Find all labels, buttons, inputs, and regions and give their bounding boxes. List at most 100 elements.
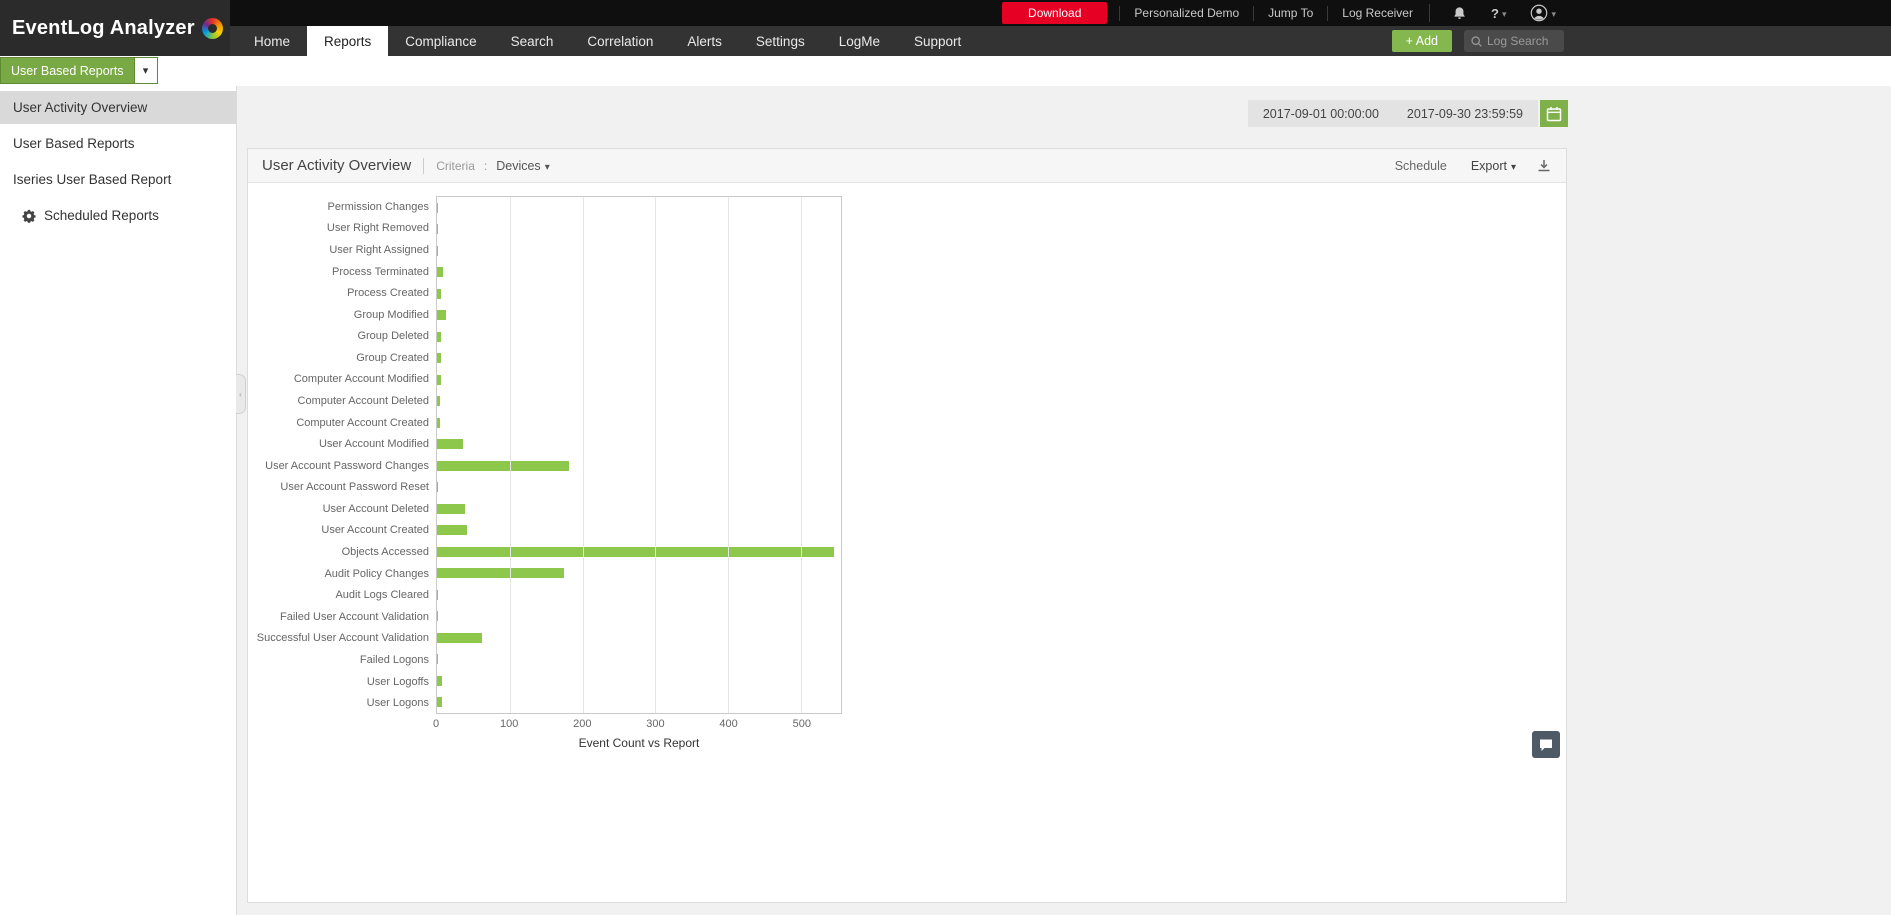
x-axis: 0 100 200 300 400 500 [432,714,842,731]
tab-home[interactable]: Home [254,33,291,49]
y-axis-label: Computer Account Deleted [297,394,429,407]
y-axis-label: User Logoffs [366,675,429,688]
report-title: User Activity Overview [262,157,412,174]
tab-search[interactable]: Search [510,33,554,49]
report-group-dropdown[interactable]: User Based Reports [0,57,158,84]
report-panel-header: User Activity Overview Criteria : Device… [248,149,1566,183]
chart-plot-area [436,196,842,714]
tab-alerts[interactable]: Alerts [687,33,722,49]
topbar-link-jump-to[interactable]: Jump To [1253,5,1327,21]
y-axis-label: User Account Modified [318,438,429,451]
sidebar-item-scheduled-reports[interactable]: Scheduled Reports [0,199,236,232]
bar-user-account-password-reset[interactable] [437,482,438,493]
export-dropdown[interactable]: Export [1471,159,1516,173]
report-panel: User Activity Overview Criteria : Device… [247,148,1567,903]
download-report-icon[interactable] [1536,158,1552,174]
bar-user-account-modified[interactable] [437,439,464,450]
bar-user-account-password-changes[interactable] [437,460,569,471]
bar-row [437,262,841,284]
schedule-link[interactable]: Schedule [1394,158,1447,173]
gridline [582,197,584,713]
bar-process-terminated[interactable] [437,267,443,278]
criteria-devices-dropdown[interactable]: Devices [496,159,550,173]
bar-computer-account-deleted[interactable] [437,396,440,407]
bar-user-logons[interactable] [437,697,443,708]
bar-group-created[interactable] [437,353,442,364]
page-body: User Activity Overview User Based Reports… [0,86,1891,915]
y-axis-labels: Permission Changes User Right Removed User… [248,196,436,714]
y-axis-label: Audit Logs Cleared [335,589,429,602]
bar-failed-user-account-validation[interactable] [437,611,438,622]
gridline [800,197,802,713]
log-search-input[interactable] [1487,34,1557,48]
bar-objects-accessed[interactable] [437,546,835,557]
chevron-down-icon [1511,159,1516,173]
sidebar-item-user-activity-overview[interactable]: User Activity Overview [0,91,236,124]
topbar-link-personalized-demo[interactable]: Personalized Demo [1119,5,1253,21]
tab-compliance[interactable]: Compliance [405,33,477,49]
bar-group-modified[interactable] [437,310,447,321]
y-axis-label: Audit Policy Changes [324,567,429,580]
bar-row [437,348,841,370]
bar-user-account-created[interactable] [437,525,467,536]
add-button[interactable]: + Add [1391,30,1452,52]
date-range-start: 2017-09-01 00:00:00 [1262,106,1379,121]
bar-computer-account-modified[interactable] [437,374,441,385]
date-range-end: 2017-09-30 23:59:59 [1406,106,1523,121]
gridline [655,197,657,713]
tab-settings[interactable]: Settings [755,33,805,49]
x-tick-label: 100 [499,718,519,730]
tab-correlation[interactable]: Correlation [587,33,654,49]
bar-computer-account-created[interactable] [437,417,440,428]
bar-row [437,541,841,563]
tab-reports[interactable]: Reports [307,26,389,56]
utility-icons: ? [1428,4,1568,22]
user-profile-icon[interactable] [1518,4,1568,22]
y-axis-label: Group Deleted [357,330,429,343]
bar-row [437,326,841,348]
y-axis-label: User Account Password Reset [280,481,429,494]
tab-support[interactable]: Support [913,33,962,49]
calendar-button[interactable] [1540,100,1568,127]
feedback-chat-button[interactable] [1532,731,1560,758]
bar-successful-user-account-validation[interactable] [437,632,483,643]
date-range-display[interactable]: 2017-09-01 00:00:00 2017-09-30 23:59:59 [1247,100,1538,127]
bar-user-right-removed[interactable] [437,224,438,235]
bar-row [437,455,841,477]
bar-user-right-assigned[interactable] [437,245,438,256]
report-group-strip: User Based Reports [0,56,1891,86]
chat-icon [1540,739,1552,751]
bar-failed-logons[interactable] [437,654,439,665]
x-tick-label: 0 [432,718,440,730]
bar-row [437,584,841,606]
bar-user-account-deleted[interactable] [437,503,465,514]
y-axis-label: Failed Logons [359,653,429,666]
tab-logme[interactable]: LogMe [838,33,880,49]
log-search-box[interactable] [1464,30,1564,52]
bar-permission-changes[interactable] [437,202,439,213]
search-icon [1471,35,1482,47]
download-button[interactable]: Download [1002,2,1108,24]
bar-user-logoffs[interactable] [437,675,443,686]
bar-process-created[interactable] [437,288,441,299]
main-content: 2017-09-01 00:00:00 2017-09-30 23:59:59 … [237,86,1891,915]
sidebar-item-iseries-user-based-report[interactable]: Iseries User Based Report [0,163,236,196]
bar-group-deleted[interactable] [437,331,441,342]
logo-text: EventLog Analyzer [12,16,195,39]
bar-row [437,520,841,542]
notifications-bell-icon[interactable] [1440,6,1479,21]
sidebar-collapse-handle[interactable]: ‹ [236,374,246,414]
help-icon[interactable]: ? [1479,6,1518,21]
main-nav-tabs: Home Reports Compliance Search Correlation Al… [237,26,978,56]
bar-audit-policy-changes[interactable] [437,568,564,579]
gridline [509,197,511,713]
bar-audit-logs-cleared[interactable] [437,589,438,600]
sidebar-item-user-based-reports[interactable]: User Based Reports [0,127,236,160]
chevron-down-icon [545,159,550,173]
bar-row [437,305,841,327]
topbar-link-log-receiver[interactable]: Log Receiver [1327,5,1427,21]
bar-row [437,197,841,219]
chevron-down-icon [1502,6,1507,20]
y-axis-label: User Account Password Changes [265,459,429,472]
app-header: EventLog Analyzer Download Personalized … [0,0,1891,56]
